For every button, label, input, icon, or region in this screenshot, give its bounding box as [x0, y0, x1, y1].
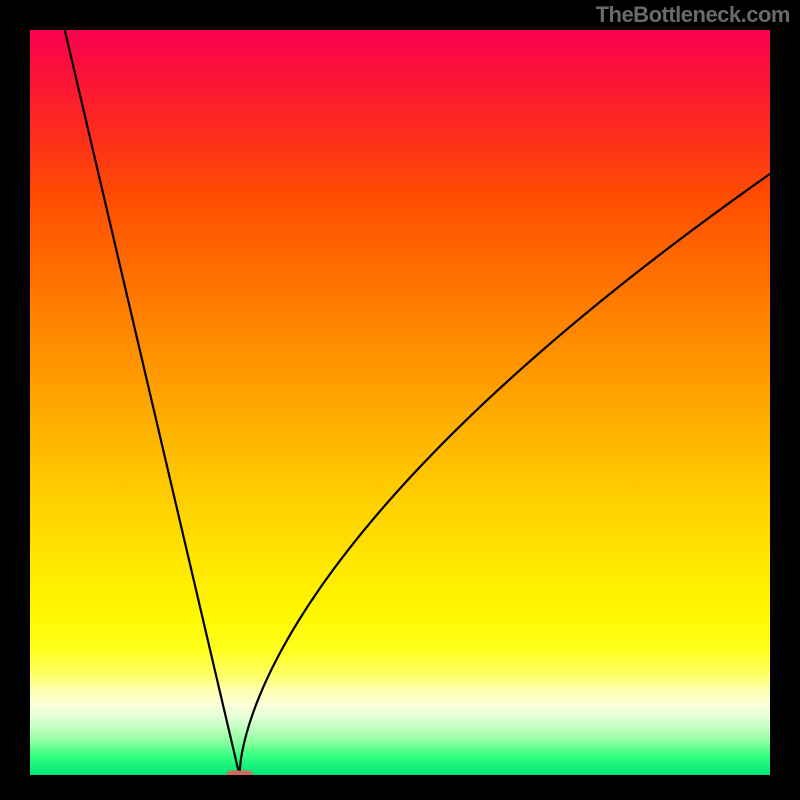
minimum-marker — [226, 771, 252, 775]
watermark-label: TheBottleneck.com — [596, 2, 790, 28]
bottleneck-curve-chart — [30, 30, 770, 775]
plot-area — [30, 30, 770, 775]
gradient-background — [30, 30, 770, 775]
chart-container: TheBottleneck.com — [0, 0, 800, 800]
